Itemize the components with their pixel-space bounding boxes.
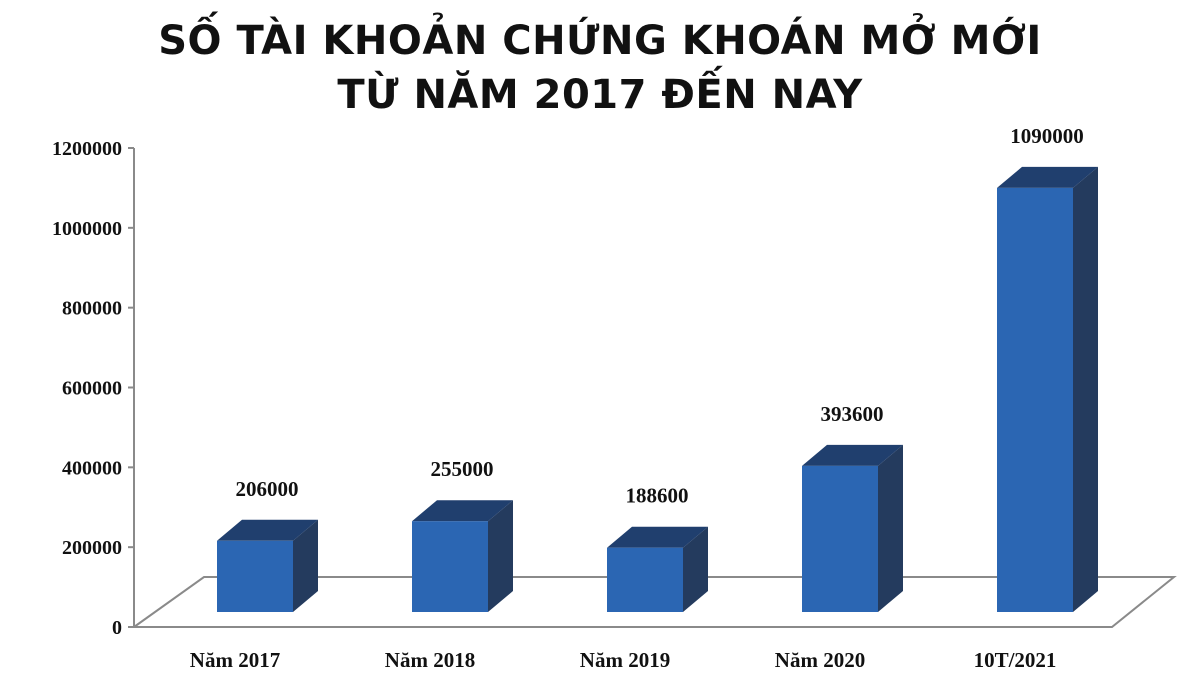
data-label: 206000 — [236, 477, 299, 501]
data-label: 393600 — [821, 402, 884, 426]
chart-title: SỐ TÀI KHOẢN CHỨNG KHOÁN MỞ MỚI TỪ NĂM 2… — [0, 14, 1200, 122]
bar-side — [293, 519, 318, 612]
bar-top — [607, 526, 708, 548]
data-label: 188600 — [626, 484, 689, 508]
y-tick-label: 200000 — [62, 537, 122, 559]
x-tick-label: Năm 2018 — [385, 648, 475, 672]
bar — [412, 521, 488, 612]
y-tick-label: 800000 — [62, 298, 122, 320]
x-tick-label: Năm 2020 — [775, 648, 865, 672]
bar-top — [412, 500, 513, 522]
data-label: 255000 — [431, 457, 494, 481]
bar-side — [683, 526, 708, 612]
bar-side — [488, 500, 513, 612]
y-tick-label: 1000000 — [52, 218, 122, 240]
bar-side — [1073, 166, 1098, 613]
x-tick-label: Năm 2019 — [580, 648, 670, 672]
y-tick-label: 0 — [112, 617, 122, 639]
bar — [997, 187, 1073, 613]
bar-top — [997, 166, 1098, 188]
chart-title-line-2: TỪ NĂM 2017 ĐẾN NAY — [337, 72, 863, 118]
bar-top — [217, 519, 318, 541]
x-tick-label: Năm 2017 — [190, 648, 280, 672]
bar — [607, 547, 683, 612]
bar-side — [878, 444, 903, 612]
y-tick-label: 1200000 — [52, 138, 122, 160]
bar — [802, 465, 878, 612]
data-label: 1090000 — [1010, 124, 1084, 148]
chart-title-line-1: SỐ TÀI KHOẢN CHỨNG KHOÁN MỞ MỚI — [158, 18, 1042, 64]
bar-top — [802, 444, 903, 466]
bar — [217, 540, 293, 612]
y-tick-label: 600000 — [62, 378, 122, 400]
y-tick-label: 400000 — [62, 457, 122, 479]
x-tick-label: 10T/2021 — [974, 648, 1057, 672]
